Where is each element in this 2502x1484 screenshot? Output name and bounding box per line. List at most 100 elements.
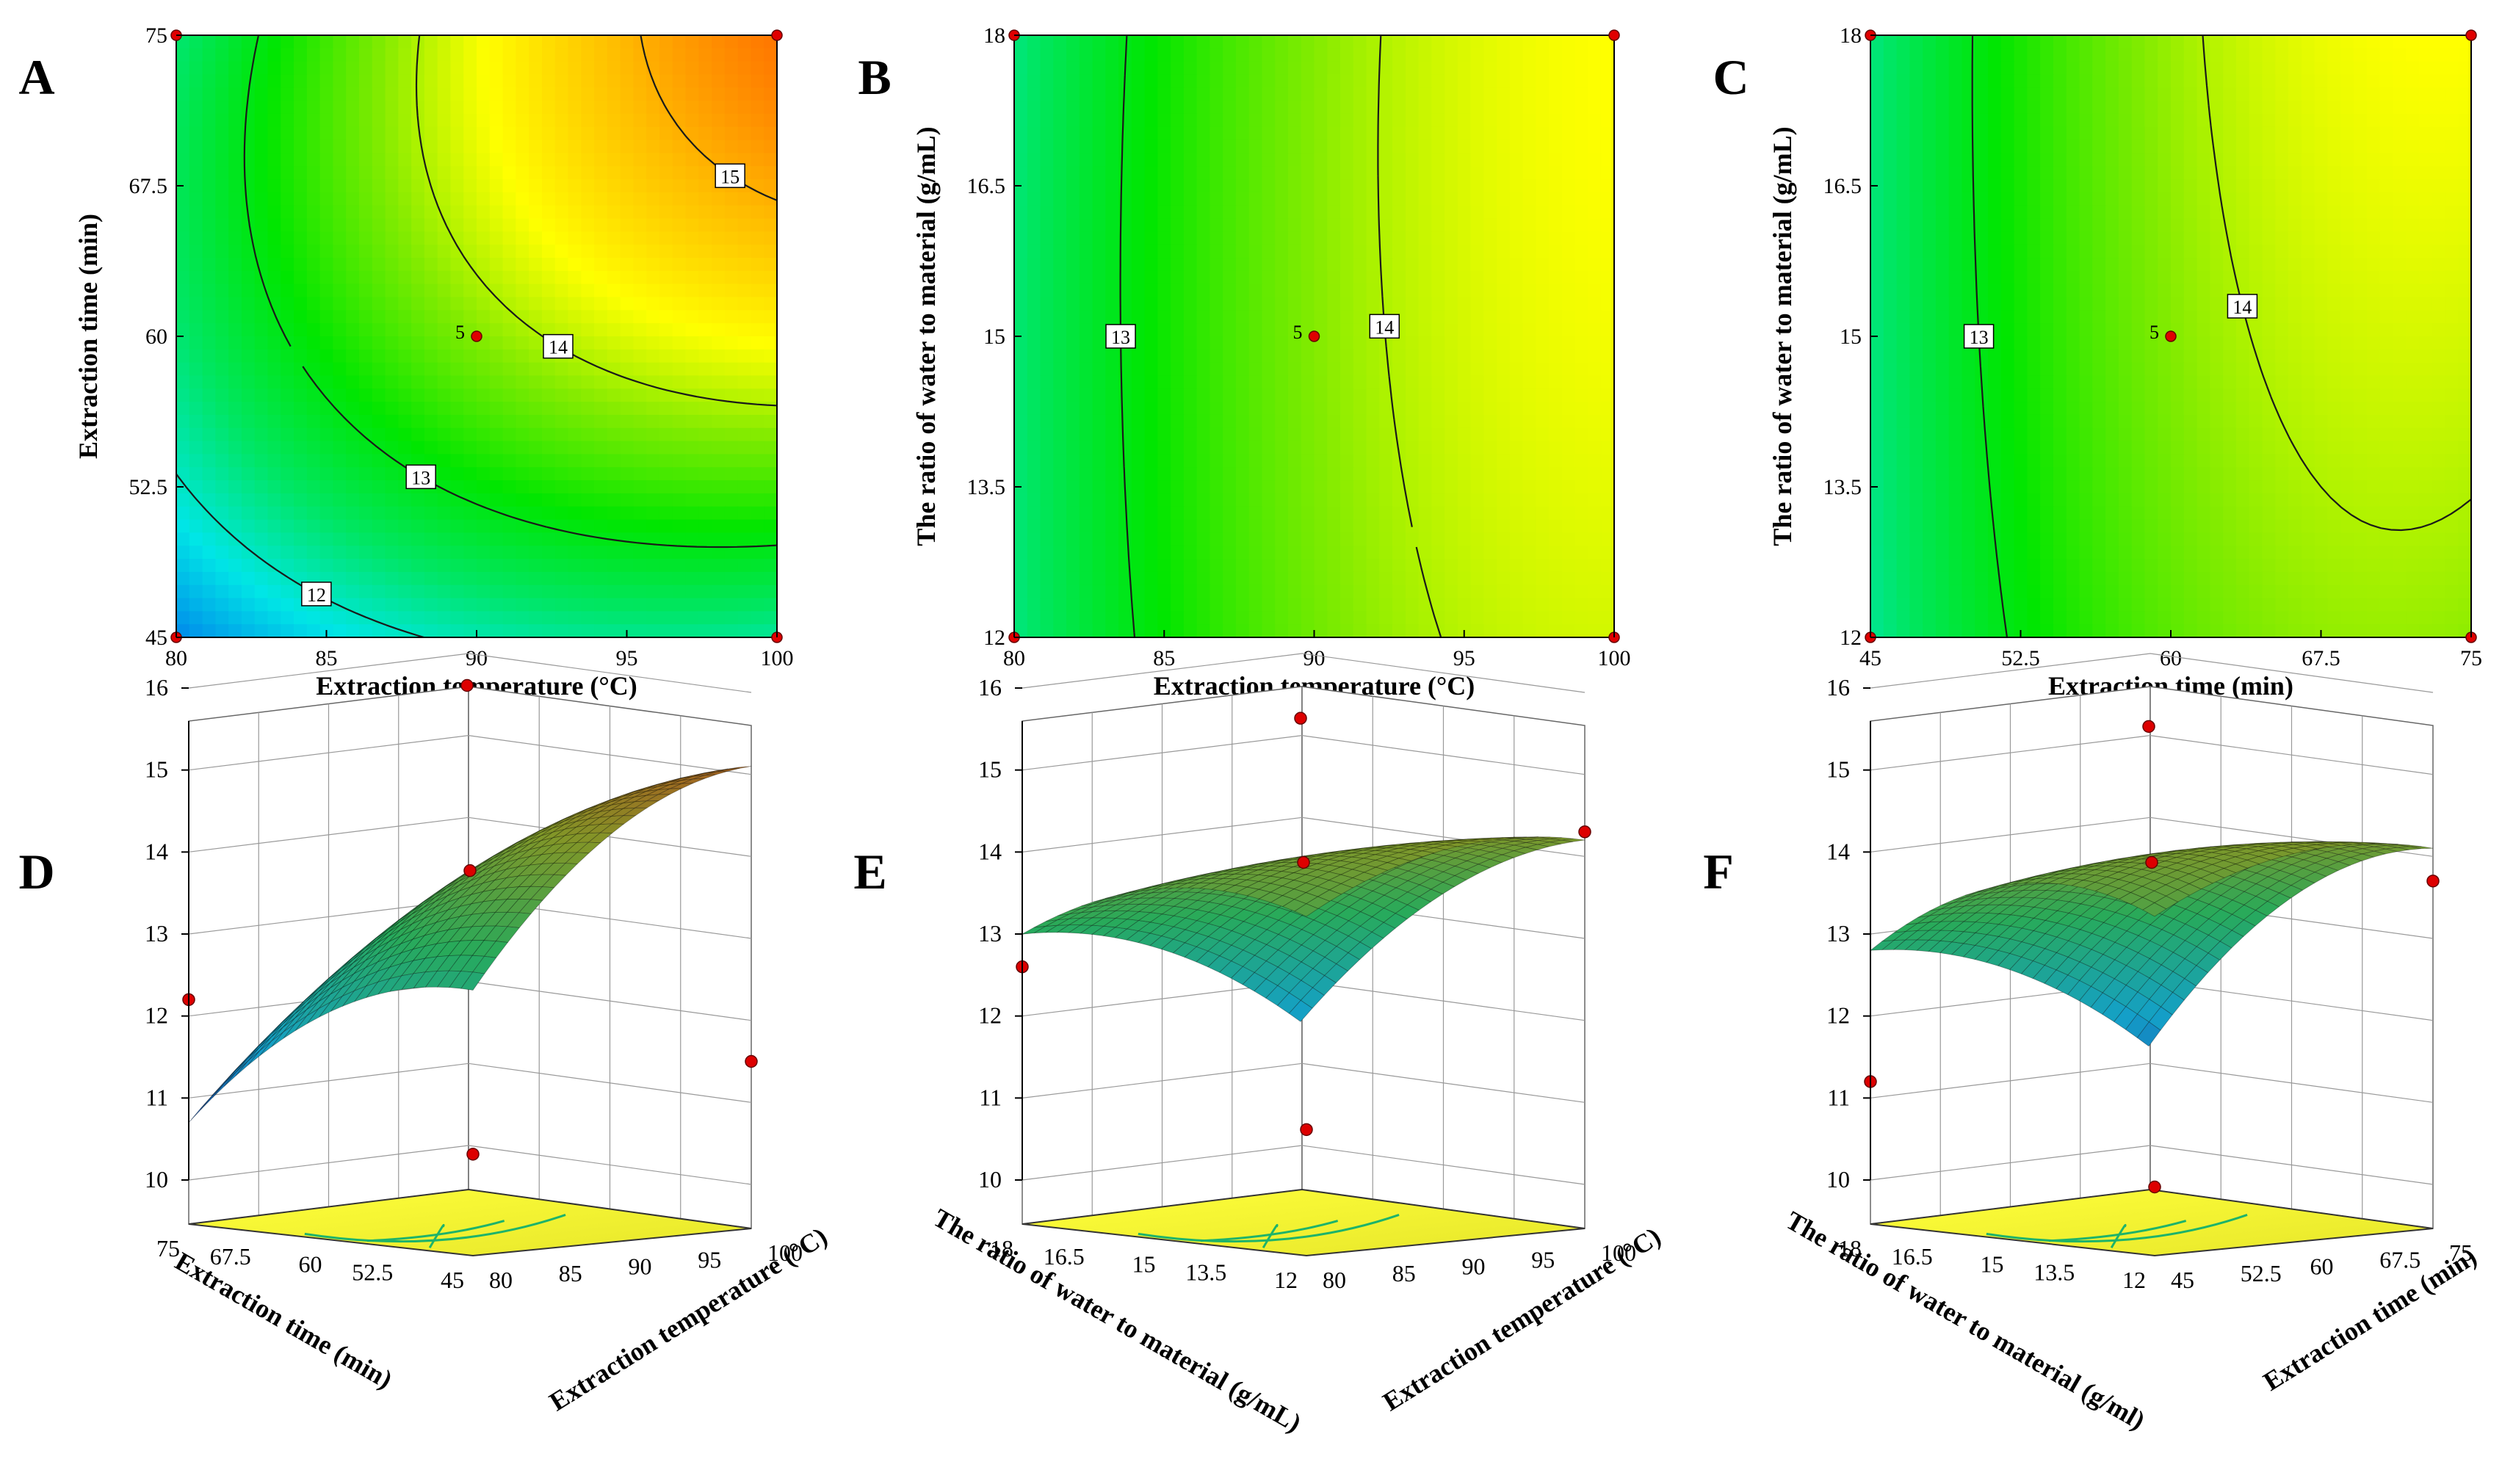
heatmap-cell <box>1353 467 1367 481</box>
heatmap-cell <box>2275 218 2289 233</box>
heatmap-cell <box>1379 297 1393 311</box>
heatmap-cell <box>516 166 530 180</box>
heatmap-cell <box>751 153 765 167</box>
heatmap-cell <box>2327 192 2342 206</box>
heatmap-cell <box>712 270 726 285</box>
heatmap-cell <box>1196 126 1211 141</box>
heatmap-cell <box>1340 493 1354 507</box>
heatmap-cell <box>294 454 308 468</box>
heatmap-cell <box>1301 480 1315 494</box>
heatmap-cell <box>737 297 752 311</box>
heatmap-cell <box>1470 74 1485 89</box>
heatmap-cell <box>737 218 752 233</box>
heatmap-cell <box>1988 179 2002 193</box>
heatmap-cell <box>724 480 739 494</box>
heatmap-cell <box>737 414 752 429</box>
heatmap-cell <box>1079 598 1093 612</box>
heatmap-cell <box>294 74 308 89</box>
heatmap-cell <box>1470 571 1485 586</box>
heatmap-cell <box>306 113 321 128</box>
heatmap-cell <box>1027 336 1041 350</box>
heatmap-cell <box>398 283 412 298</box>
heatmap-cell <box>1536 388 1550 403</box>
heatmap-cell <box>516 192 530 206</box>
heatmap-cell <box>411 192 425 206</box>
heatmap-cell <box>1470 624 1485 638</box>
heatmap-cell <box>1014 441 1028 455</box>
heatmap-cell <box>1248 87 1263 102</box>
heatmap-cell <box>385 270 399 285</box>
heatmap-cell <box>2432 48 2446 62</box>
heatmap-cell <box>672 624 687 638</box>
heatmap-cell <box>554 546 569 560</box>
heatmap-cell <box>372 402 386 416</box>
heatmap-cell <box>176 87 190 102</box>
heatmap-cell <box>2366 166 2381 180</box>
heatmap-cell <box>1079 153 1093 167</box>
heatmap-cell <box>437 388 452 403</box>
heatmap-cell <box>751 375 765 390</box>
heatmap-cell <box>372 598 386 612</box>
heatmap-cell <box>737 205 752 220</box>
heatmap-cell <box>1457 584 1472 599</box>
heatmap-cell <box>294 414 308 429</box>
heatmap-cell <box>281 101 294 115</box>
heatmap-cell <box>2014 126 2028 141</box>
heatmap-cell <box>1235 113 1250 128</box>
heatmap-cell <box>1470 179 1485 193</box>
heatmap-cell <box>607 388 621 403</box>
heatmap-cell <box>1275 323 1289 337</box>
heatmap-cell <box>2066 192 2080 206</box>
heatmap-cell <box>228 402 242 416</box>
heatmap-cell <box>202 493 217 507</box>
heatmap-cell <box>1483 310 1498 325</box>
heatmap-cell <box>1327 441 1341 455</box>
heatmap-cell <box>1223 506 1237 521</box>
heatmap-cell <box>1183 101 1198 115</box>
heatmap-cell <box>1522 598 1537 612</box>
heatmap-cell <box>1196 532 1211 547</box>
heatmap-cell <box>672 559 687 573</box>
heatmap-cell <box>228 584 242 599</box>
heatmap-cell <box>398 493 412 507</box>
heatmap-cell <box>437 166 452 180</box>
heatmap-cell <box>463 467 477 481</box>
heatmap-cell <box>1574 101 1589 115</box>
heatmap-cell <box>228 323 242 337</box>
heatmap-cell <box>1883 48 1898 62</box>
heatmap-cell <box>333 454 347 468</box>
heatmap-cell <box>1392 153 1406 167</box>
heatmap-cell <box>2158 113 2172 128</box>
heatmap-cell <box>1014 192 1028 206</box>
heatmap-cell <box>1353 598 1367 612</box>
heatmap-cell <box>554 218 569 233</box>
heatmap-cell <box>568 283 582 298</box>
heatmap-cell <box>1079 35 1093 49</box>
heatmap-cell <box>712 624 726 638</box>
heatmap-cell <box>1223 584 1237 599</box>
heatmap-cell <box>1092 375 1107 390</box>
heatmap-cell <box>1470 402 1485 416</box>
heatmap-cell <box>1418 624 1433 638</box>
heatmap-cell <box>477 61 491 76</box>
heatmap-cell <box>620 61 634 76</box>
heatmap-cell <box>1223 140 1237 154</box>
contour-line-14 <box>415 35 778 407</box>
heatmap-cell <box>489 598 504 612</box>
heatmap-cell <box>1470 245 1485 258</box>
heatmap-cell <box>1092 427 1107 442</box>
heatmap-cell <box>437 493 452 507</box>
heatmap-cell <box>437 624 452 638</box>
heatmap-cell <box>764 48 778 62</box>
heatmap-cell <box>620 571 634 586</box>
heatmap-cell <box>372 323 386 337</box>
heatmap-cell <box>1171 624 1185 638</box>
heatmap-cell <box>1040 140 1055 154</box>
heatmap-cell <box>620 323 634 337</box>
heatmap-cell <box>554 388 569 403</box>
heatmap-cell <box>1275 245 1289 258</box>
heatmap-cell <box>477 467 491 481</box>
heatmap-cell <box>1210 441 1224 455</box>
heatmap-cell <box>1105 611 1119 626</box>
